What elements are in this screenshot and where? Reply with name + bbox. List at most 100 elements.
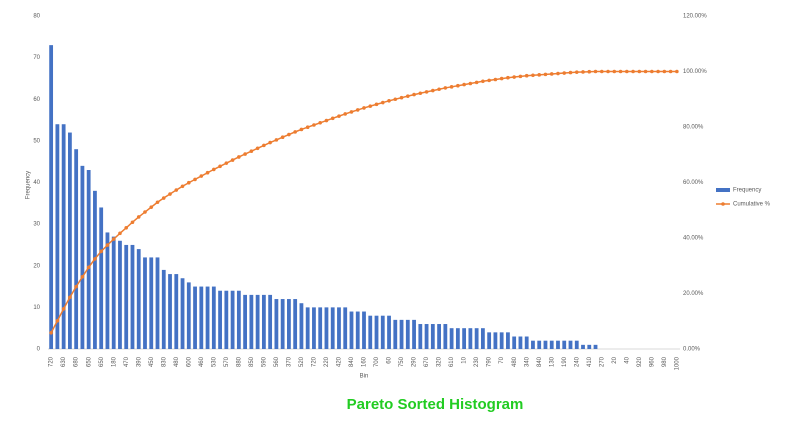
marker [499, 76, 504, 81]
marker [562, 71, 567, 75]
x-tick-label: 410 [587, 356, 593, 367]
marker [506, 75, 510, 80]
bar [105, 232, 110, 349]
marker [531, 73, 535, 78]
bar [330, 307, 335, 349]
marker [349, 110, 354, 114]
y-tick-label: 60 [33, 97, 40, 103]
marker [449, 85, 454, 89]
marker [287, 132, 291, 137]
marker [487, 78, 491, 83]
marker [393, 97, 398, 102]
legend-label: Cumulative % [733, 202, 771, 208]
marker [574, 70, 579, 74]
x-tick-label: 20 [612, 356, 618, 363]
marker [230, 158, 235, 162]
bar [161, 269, 166, 349]
marker [155, 200, 160, 205]
bar [362, 311, 366, 349]
bar [405, 319, 410, 349]
marker [218, 164, 222, 169]
x-tick-label: 470 [124, 356, 130, 367]
bar [462, 328, 467, 349]
marker [568, 70, 573, 75]
x-tick-label: 520 [299, 356, 305, 367]
bar [249, 294, 254, 349]
x-tick-label: 390 [136, 356, 142, 367]
chart-title: Pareto Sorted Histogram [347, 396, 524, 413]
bar [443, 324, 448, 349]
bar [455, 328, 460, 349]
marker [330, 116, 335, 121]
bar [343, 307, 348, 349]
bar [111, 236, 116, 349]
bar [587, 344, 592, 349]
bar [349, 311, 354, 349]
legend-label: Frequency [733, 188, 761, 194]
x-tick-label: 610 [449, 356, 455, 367]
marker [312, 123, 316, 127]
bar [593, 344, 598, 349]
marker [237, 155, 241, 159]
marker [474, 80, 479, 85]
bar [543, 340, 548, 349]
bar [418, 324, 423, 349]
marker [481, 79, 485, 84]
x-tick-label: 240 [574, 356, 580, 367]
y-tick-label: 30 [33, 222, 40, 228]
x-tick-label: 290 [412, 356, 418, 367]
bar [199, 286, 204, 349]
bar [268, 294, 273, 349]
x-tick-label: 320 [437, 356, 443, 367]
x-tick-label: 60 [387, 356, 393, 363]
marker [362, 106, 366, 110]
bar [99, 207, 104, 349]
marker [93, 257, 97, 261]
bar [68, 132, 72, 349]
bar [255, 294, 260, 349]
bar [374, 315, 379, 349]
bar [480, 328, 485, 349]
x-tick-label: 190 [562, 356, 568, 367]
marker [174, 188, 179, 192]
marker [86, 265, 91, 270]
marker [168, 192, 172, 196]
y2-tick-label: 120.00% [683, 14, 707, 20]
x-tick-label: 160 [362, 356, 368, 367]
x-tick-label: 180 [111, 356, 117, 367]
marker [493, 77, 498, 82]
marker [49, 330, 53, 335]
marker [518, 74, 523, 79]
marker [124, 225, 129, 230]
marker [556, 71, 560, 76]
marker [581, 70, 585, 74]
marker [612, 69, 617, 74]
marker [105, 243, 110, 247]
y-tick-label: 70 [33, 55, 40, 61]
marker [224, 161, 229, 165]
legend-swatch [721, 202, 725, 206]
marker [262, 143, 266, 148]
x-tick-label: 750 [399, 356, 405, 367]
bar [305, 307, 310, 349]
bar [506, 332, 510, 349]
marker [668, 69, 673, 74]
marker [80, 275, 85, 279]
marker [99, 249, 103, 254]
marker [68, 295, 72, 300]
bar [74, 149, 79, 349]
marker [631, 69, 635, 74]
y2-tick-label: 100.00% [683, 69, 707, 75]
marker [118, 231, 122, 236]
y2-tick-label: 20.00% [683, 291, 704, 297]
bar [437, 324, 441, 349]
x-tick-label: 560 [274, 356, 280, 367]
bar [474, 328, 479, 349]
marker [249, 149, 254, 153]
bar [280, 299, 285, 349]
x-tick-label: 270 [599, 356, 605, 367]
bar [93, 190, 97, 349]
x-axis-title: Bin [360, 374, 369, 380]
y-tick-label: 0 [37, 347, 41, 353]
marker [593, 69, 598, 74]
